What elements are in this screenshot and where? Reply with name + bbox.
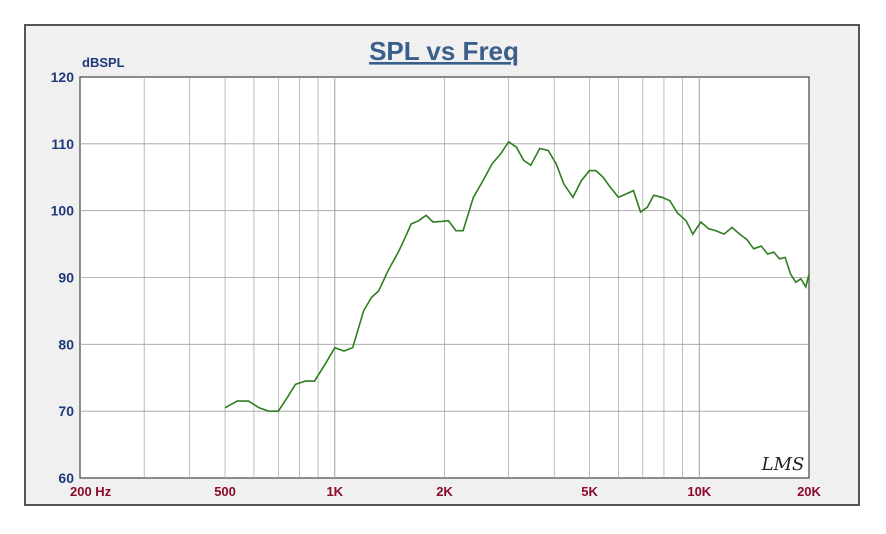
chart-title: SPL vs Freq xyxy=(369,36,519,66)
x-tick-label-20k: 20K xyxy=(797,484,821,499)
y-tick-label-60: 60 xyxy=(58,470,74,486)
y-tick-label-80: 80 xyxy=(58,336,74,352)
x-tick-label-2k: 2K xyxy=(436,484,453,499)
x-tick-label-500: 500 xyxy=(214,484,236,499)
y-tick-label-110: 110 xyxy=(51,136,74,152)
y-tick-label-100: 100 xyxy=(51,203,75,219)
x-tick-label-200-hz: 200 Hz xyxy=(70,484,112,499)
y-tick-label-90: 90 xyxy=(58,270,74,286)
x-tick-labels: 200 Hz 500 1K 2K 5K 10K 20K xyxy=(70,484,822,499)
series-line-spl xyxy=(224,140,810,412)
lms-watermark: LMS xyxy=(761,454,805,475)
spl-chart: SPL vs Freq dBSPL 60 70 80 90 100 110 120 200 … xyxy=(51,36,822,499)
x-tick-label-1k: 1K xyxy=(326,484,343,499)
y-tick-labels: 60 70 80 90 100 110 120 xyxy=(51,69,75,486)
x-tick-label-5k: 5K xyxy=(581,484,598,499)
y-axis-label: dBSPL xyxy=(82,55,125,70)
x-tick-label-10k: 10K xyxy=(687,484,711,499)
y-tick-label-120: 120 xyxy=(51,69,75,85)
y-tick-label-70: 70 xyxy=(58,403,74,419)
grid-lines xyxy=(80,77,809,478)
chart-frame: SPL vs Freq dBSPL 60 70 80 90 100 110 120 200 … xyxy=(24,24,860,506)
